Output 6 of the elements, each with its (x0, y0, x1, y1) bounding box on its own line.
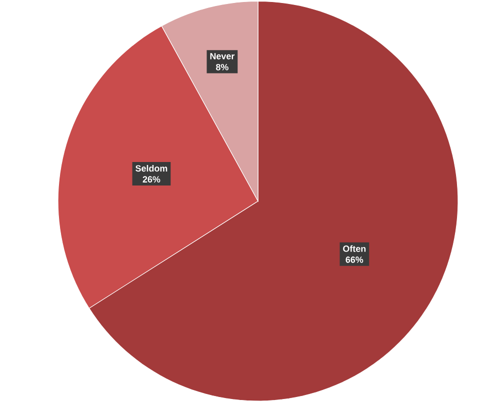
slice-label: Often (343, 245, 366, 252)
data-label: 8% (216, 64, 228, 70)
data-label: 26% (142, 176, 160, 183)
slice-label: Seldom (136, 164, 168, 172)
data-label: 66% (346, 256, 364, 263)
slice-label: Never (210, 53, 235, 60)
